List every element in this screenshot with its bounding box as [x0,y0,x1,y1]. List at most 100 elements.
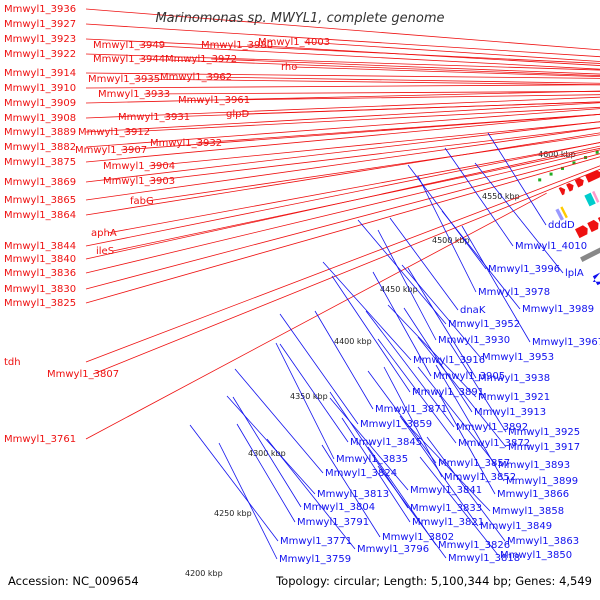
gene-label-left: Mmwyl1_3908 [4,113,76,124]
gene-label-right: Mmwyl1_3841 [410,485,482,496]
gene-label-right: Mmwyl1_3871 [375,404,447,415]
gene-label-right: Mmwyl1_3771 [280,536,352,547]
leader-line [85,149,600,274]
gene-label-left: Mmwyl1_3825 [4,298,76,309]
kbp-tick-label: 4600 kbp [538,150,576,159]
gene-label-mid: glpD [226,109,249,120]
leader-line [85,72,600,79]
leader-line [85,192,547,440]
gene-label-left: Mmwyl1_3914 [4,68,76,79]
leader-line [444,147,514,247]
gene-label-right: Mmwyl1_3796 [357,544,429,555]
kbp-tick-label: 4550 kbp [482,192,520,201]
gc-marker [560,166,564,170]
cog-color-ring [555,190,600,221]
leader-line [426,436,506,542]
leader-line [321,444,381,538]
gene-label-right: Mmwyl1_4010 [515,241,587,252]
gene-label-right: Mmwyl1_3891 [412,387,484,398]
gene-label-right: Mmwyl1_3989 [522,304,594,315]
leader-line [314,310,374,410]
gene-label-left: Mmwyl1_3889 [4,127,76,138]
leader-line [367,370,437,464]
leader-line [107,142,600,234]
gene-label-left: tdh [4,357,21,368]
gene-label-mid: Mmwyl1_3907 [75,145,147,156]
gene-label-right: Mmwyl1_3921 [478,392,550,403]
leader-line [304,41,600,62]
reverse-strand-ring [592,272,600,286]
leader-line [224,94,600,101]
gene-label-left: Mmwyl1_3909 [4,98,76,109]
gene-label-left: Mmwyl1_3882 [4,142,76,153]
forward-gene-arrow [597,216,600,223]
leader-line [85,53,600,71]
leader-line [85,132,600,216]
leader-line [85,127,600,201]
gene-label-mid: Mmwyl1_3949 [93,40,165,51]
leader-line [85,121,600,183]
gene-label-right: Mmwyl1_3952 [448,319,520,330]
leader-line [247,44,600,66]
gene-label-right: dnaK [460,305,486,316]
leader-line [146,134,600,202]
kbp-ticks: 4200 kbp 4250 kbp 4300 kbp 4350 kbp 4400 kbp… [185,150,576,578]
gene-label-right: Mmwyl1_3824 [325,468,397,479]
leader-line [487,132,547,226]
gene-label-mid: Mmwyl1_3932 [150,138,222,149]
gene-label-right: Mmwyl1_3804 [303,502,375,513]
gene-label-right: Mmwyl1_3938 [478,373,550,384]
leader-line [436,389,496,495]
gene-label-right: Mmwyl1_3826 [438,540,510,551]
leader-line [435,364,505,482]
leader-line [234,368,324,474]
gene-label-mid: Mmwyl1_3933 [98,89,170,100]
gene-label-mid: rho [281,62,297,73]
gene-label-left: Mmwyl1_3844 [4,241,76,252]
leader-line [266,438,356,550]
gene-label-left: Mmwyl1_3927 [4,19,76,30]
leader-line [331,275,411,393]
gene-label-left: Mmwyl1_3840 [4,254,76,265]
gene-label-right: Mmwyl1_3818 [448,553,520,564]
leader-line [85,102,600,133]
leader-line [206,76,600,84]
leader-line [401,418,491,512]
leader-line [372,271,432,377]
kbp-tick-label: 4250 kbp [214,509,252,518]
genome-summary-text: Topology: circular; Length: 5,100,344 bp… [275,574,592,588]
leader-line [329,397,409,491]
gene-label-right: Mmwyl1_3857 [438,458,510,469]
gene-label-mid: Mmwyl1_4003 [258,37,330,48]
gene-label-right: Mmwyl1_3917 [508,442,580,453]
leader-line [85,8,600,51]
leader-line [85,145,600,260]
gene-label-right: Mmwyl1_3791 [297,517,369,528]
cog-block [584,192,596,207]
leader-line [383,366,443,478]
outer-feature-ring [558,170,600,196]
gene-label-right: Mmwyl1_3930 [438,335,510,346]
leader-line [417,336,507,448]
outer-feature [585,170,600,183]
gene-label-mid: Mmwyl1_3903 [103,176,175,187]
gene-label-right: Mmwyl1_3852 [444,472,516,483]
map-title: Marinomonas sp. MWYL1, complete genome [155,11,444,26]
gene-label-right: Mmwyl1_3872 [458,438,530,449]
gene-label-left: Mmwyl1_3864 [4,210,76,221]
gene-label-mid: Mmwyl1_3904 [103,161,175,172]
gene-label-right: Mmwyl1_3913 [474,407,546,418]
leader-line [211,58,600,75]
outer-feature [558,187,566,196]
kbp-tick-label: 4400 kbp [334,337,372,346]
gene-label-left: Mmwyl1_3761 [4,434,76,445]
gene-label-right: Mmwyl1_3916 [413,355,485,366]
gene-label-right: Mmwyl1_3899 [506,476,578,487]
leader-line [85,108,600,148]
gene-label-mid: Mmwyl1_3980 [201,40,273,51]
leader-line [389,217,459,311]
accession-text: Accession: NC_009654 [8,574,139,588]
gene-label-mid: Mmwyl1_3807 [47,369,119,380]
leader-line [112,147,600,252]
leader-line [144,91,600,95]
